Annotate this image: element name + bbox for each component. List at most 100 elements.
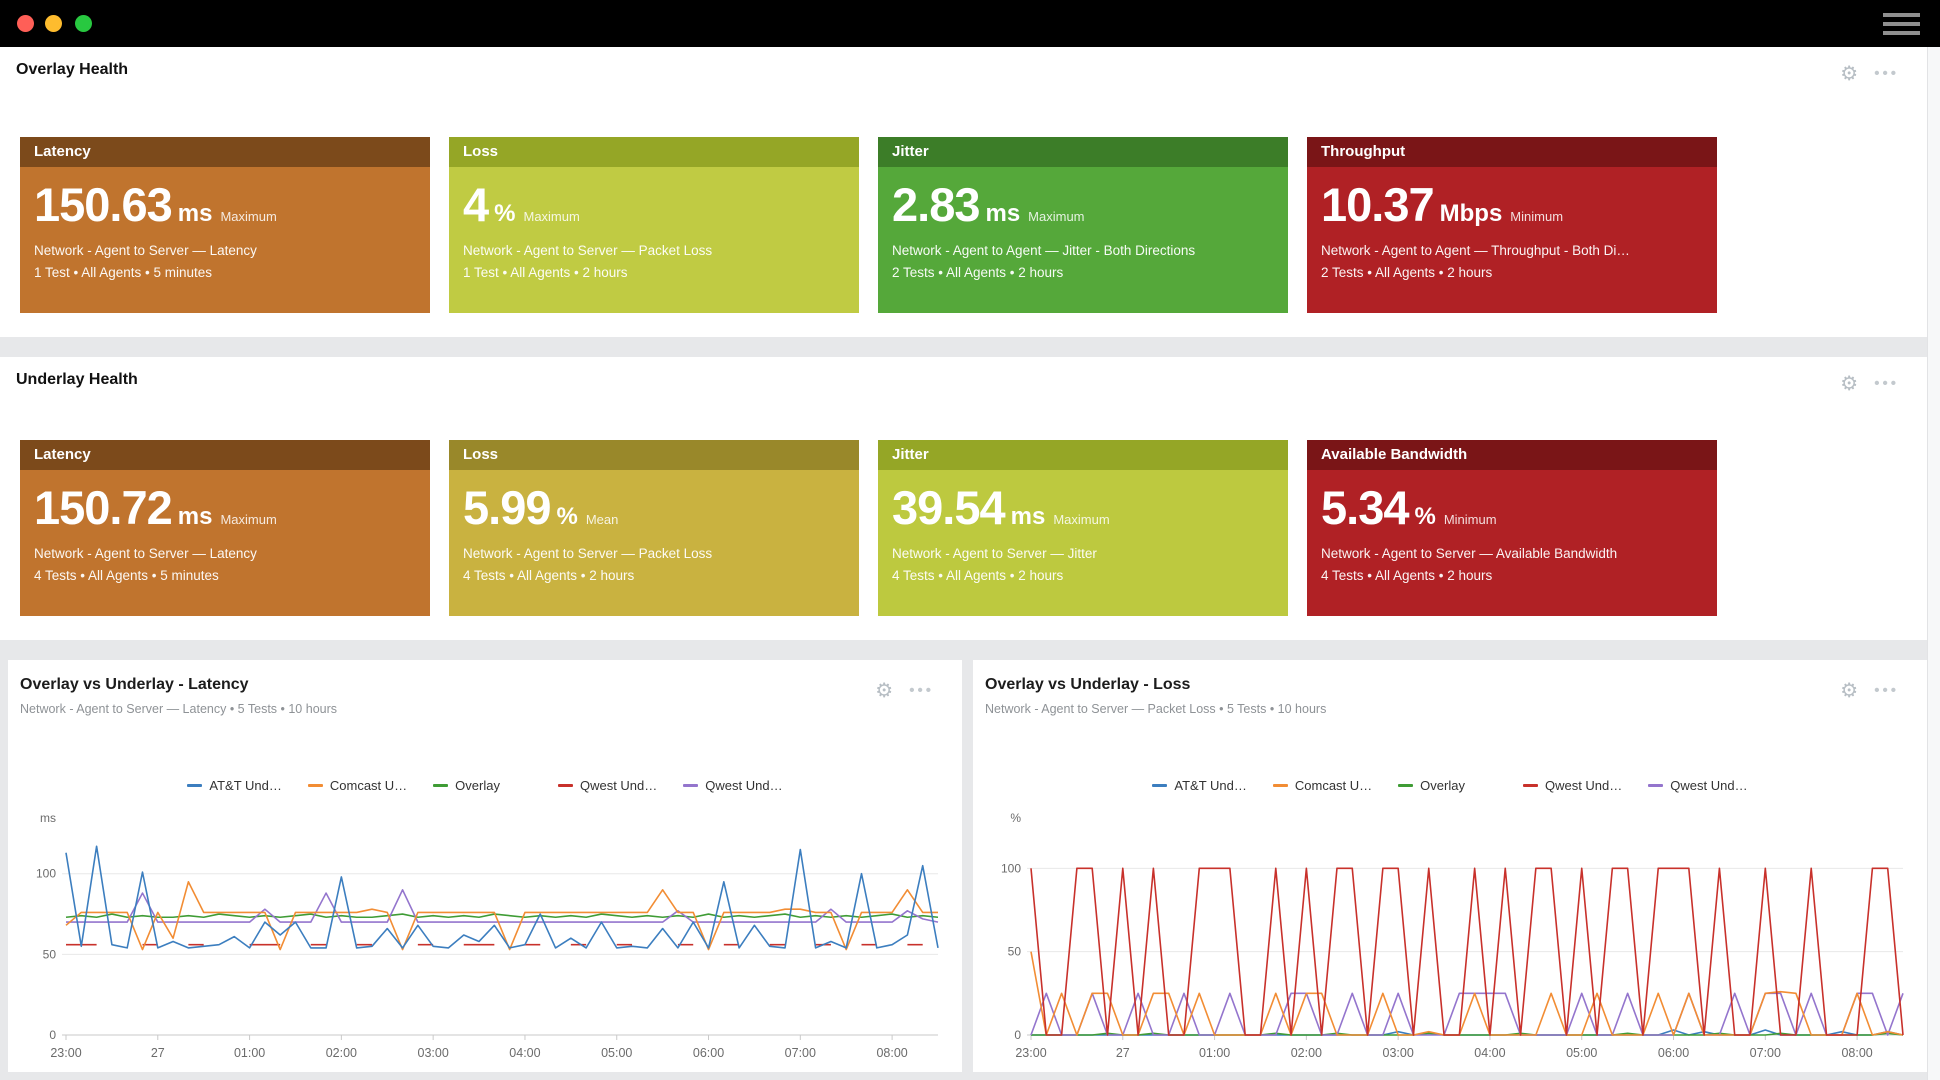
card-value: 2.83 <box>892 178 980 231</box>
legend-item[interactable]: Qwest Und… <box>1648 778 1748 793</box>
card-tests: 4 Tests • All Agents • 2 hours <box>892 568 1064 583</box>
card-unit: ms <box>1010 503 1046 530</box>
svg-text:27: 27 <box>1116 1046 1130 1060</box>
card-title: Available Bandwidth <box>1307 440 1717 470</box>
card-title: Loss <box>449 137 859 167</box>
card-metric: Network - Agent to Agent — Throughput - … <box>1321 243 1630 258</box>
card-metric: Network - Agent to Server — Jitter <box>892 546 1097 561</box>
ellipsis-menu-icon[interactable]: ••• <box>1874 681 1899 699</box>
legend-swatch <box>1272 784 1288 787</box>
svg-text:08:00: 08:00 <box>1841 1046 1872 1060</box>
gear-icon[interactable]: ⚙ <box>1840 61 1859 85</box>
legend-swatch <box>307 784 323 787</box>
card-unit: ms <box>985 200 1021 227</box>
legend-swatch <box>1648 784 1664 787</box>
legend-item[interactable]: Overlay <box>433 778 500 793</box>
minimize-window-icon[interactable] <box>45 15 62 32</box>
zoom-window-icon[interactable] <box>75 15 92 32</box>
card-title: Throughput <box>1307 137 1717 167</box>
hamburger-menu-icon[interactable] <box>1883 13 1920 35</box>
card-value: 39.54 <box>892 481 1006 534</box>
svg-text:05:00: 05:00 <box>1566 1046 1597 1060</box>
kpi-card-available-bandwidth[interactable]: Available Bandwidth 5.34 % Minimum Netwo… <box>1307 440 1717 616</box>
card-unit: % <box>1414 503 1436 530</box>
ellipsis-menu-icon[interactable]: ••• <box>1874 64 1899 82</box>
legend-item[interactable]: Qwest Und… <box>557 778 657 793</box>
card-title: Jitter <box>878 137 1288 167</box>
legend-label: Qwest Und… <box>1670 778 1748 793</box>
card-metric: Network - Agent to Server — Latency <box>34 243 257 258</box>
kpi-card-overlay-jitter[interactable]: Jitter 2.83 ms Maximum Network - Agent t… <box>878 137 1288 313</box>
overlay-health-title: Overlay Health <box>16 61 129 78</box>
kpi-card-underlay-loss[interactable]: Loss 5.99 % Mean Network - Agent to Serv… <box>449 440 859 616</box>
svg-text:50: 50 <box>1008 945 1022 959</box>
svg-text:06:00: 06:00 <box>1658 1046 1689 1060</box>
legend-swatch <box>433 784 449 787</box>
overlay-cards-row: Latency 150.63 ms Maximum Network - Agen… <box>20 137 1717 313</box>
legend-label: Qwest Und… <box>1544 778 1623 793</box>
window-titlebar <box>0 0 1940 47</box>
loss-chart-panel: Overlay vs Underlay - Loss Network - Age… <box>973 660 1927 1072</box>
card-value: 150.72 <box>34 481 173 534</box>
chart-legend: AT&T Und… Comcast U… Overlay Qwest Und… Qwes… <box>973 778 1927 793</box>
legend-swatch <box>1152 784 1168 787</box>
kpi-card-underlay-jitter[interactable]: Jitter 39.54 ms Maximum Network - Agent … <box>878 440 1288 616</box>
card-metric: Network - Agent to Server — Available Ba… <box>1321 546 1618 561</box>
card-metric: Network - Agent to Server — Latency <box>34 546 257 561</box>
card-unit: % <box>556 503 578 530</box>
chart-legend: AT&T Und… Comcast U… Overlay Qwest Und… Qwes… <box>8 778 962 793</box>
legend-swatch <box>557 784 573 787</box>
gear-icon[interactable]: ⚙ <box>875 678 894 702</box>
card-metric: Network - Agent to Server — Packet Loss <box>463 243 713 258</box>
svg-text:03:00: 03:00 <box>418 1046 449 1060</box>
card-value: 4 <box>463 178 489 231</box>
kpi-card-overlay-throughput[interactable]: Throughput 10.37 Mbps Minimum Network - … <box>1307 137 1717 313</box>
card-value: 10.37 <box>1321 178 1435 231</box>
legend-item[interactable]: AT&T Und… <box>187 778 282 793</box>
card-tests: 2 Tests • All Agents • 2 hours <box>1321 265 1493 280</box>
legend-swatch <box>187 784 203 787</box>
gear-icon[interactable]: ⚙ <box>1840 678 1859 702</box>
kpi-card-overlay-latency[interactable]: Latency 150.63 ms Maximum Network - Agen… <box>20 137 430 313</box>
card-tests: 1 Test • All Agents • 2 hours <box>463 265 628 280</box>
card-value: 5.99 <box>463 481 551 534</box>
svg-text:07:00: 07:00 <box>785 1046 816 1060</box>
card-qualifier: Mean <box>585 512 619 527</box>
card-qualifier: Maximum <box>220 209 277 224</box>
svg-text:0: 0 <box>49 1028 56 1042</box>
card-unit: % <box>494 200 516 227</box>
svg-text:100: 100 <box>36 867 56 881</box>
legend-item[interactable]: Comcast U… <box>1272 778 1373 793</box>
underlay-health-title: Underlay Health <box>16 371 138 388</box>
card-unit: ms <box>177 503 213 530</box>
svg-text:07:00: 07:00 <box>1750 1046 1781 1060</box>
card-title: Latency <box>20 137 430 167</box>
legend-item[interactable]: AT&T Und… <box>1152 778 1247 793</box>
card-tests: 4 Tests • All Agents • 5 minutes <box>34 568 219 583</box>
card-unit: ms <box>177 200 213 227</box>
scrollbar-track[interactable] <box>1927 47 1940 1080</box>
close-window-icon[interactable] <box>17 15 34 32</box>
gear-icon[interactable]: ⚙ <box>1840 371 1859 395</box>
ellipsis-menu-icon[interactable]: ••• <box>1874 374 1899 392</box>
legend-item[interactable]: Qwest Und… <box>683 778 783 793</box>
card-qualifier: Maximum <box>1053 512 1110 527</box>
latency-chart-panel: Overlay vs Underlay - Latency Network - … <box>8 660 962 1072</box>
legend-swatch <box>683 784 699 787</box>
card-qualifier: Minimum <box>1443 512 1497 527</box>
svg-text:01:00: 01:00 <box>1199 1046 1230 1060</box>
latency-line-chart: 0 50 100 ms 23:00 27 01:00 02:00 03:00 04:00 05:00… <box>8 810 962 1077</box>
legend-label: Comcast U… <box>1294 778 1373 793</box>
overlay-health-section: Overlay Health ⚙ ••• Latency 150.63 ms M… <box>0 47 1927 337</box>
chart-title: Overlay vs Underlay - Latency <box>20 676 249 693</box>
svg-text:04:00: 04:00 <box>1474 1046 1505 1060</box>
legend-label: Overlay <box>1420 778 1465 793</box>
kpi-card-overlay-loss[interactable]: Loss 4 % Maximum Network - Agent to Serv… <box>449 137 859 313</box>
card-value: 5.34 <box>1321 481 1409 534</box>
ellipsis-menu-icon[interactable]: ••• <box>909 681 934 699</box>
legend-item[interactable]: Comcast U… <box>307 778 407 793</box>
legend-item[interactable]: Overlay <box>1398 778 1465 793</box>
legend-item[interactable]: Qwest Und… <box>1522 778 1623 793</box>
svg-text:02:00: 02:00 <box>326 1046 357 1060</box>
kpi-card-underlay-latency[interactable]: Latency 150.72 ms Maximum Network - Agen… <box>20 440 430 616</box>
